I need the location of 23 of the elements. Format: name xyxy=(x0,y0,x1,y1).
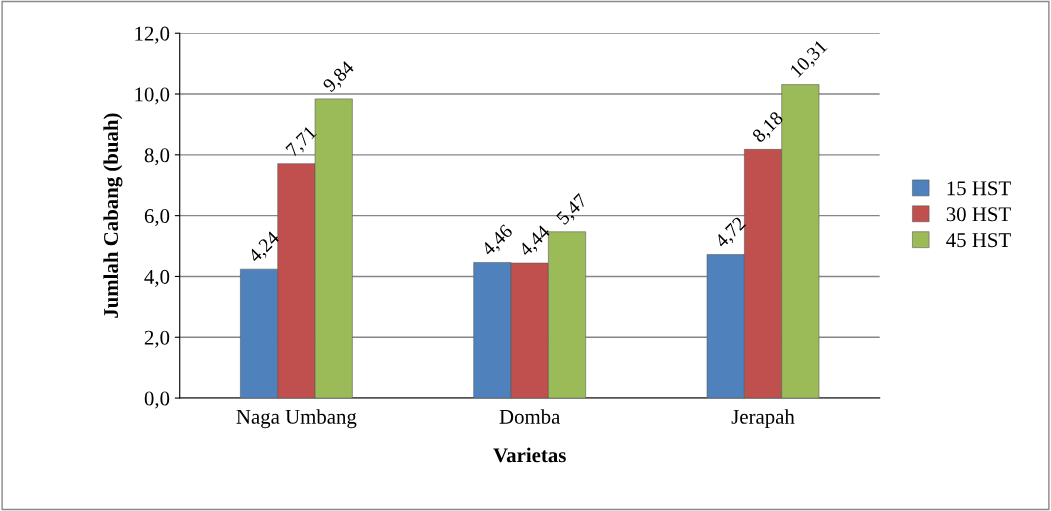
y-tick-label: 6,0 xyxy=(144,209,170,227)
data-label: 7,71 xyxy=(285,125,319,159)
data-label: 4,44 xyxy=(517,224,553,259)
data-label: 9,84 xyxy=(322,59,357,95)
data-label: 5,47 xyxy=(555,193,590,228)
x-tick-label: Naga Umbang xyxy=(236,409,357,429)
legend-label: 45 HST xyxy=(946,233,1011,248)
data-label: 4,72 xyxy=(713,216,749,251)
legend-label: 30 HST xyxy=(946,207,1011,222)
y-tick-label: 12,0 xyxy=(135,26,170,44)
y-tick-label: 0,0 xyxy=(144,391,170,409)
y-tick-label: 4,0 xyxy=(144,269,170,287)
data-label: 4,46 xyxy=(480,223,516,259)
legend-label: 15 HST xyxy=(947,181,1011,196)
x-tick-label: Jerapah xyxy=(731,409,795,429)
x-tick-label: Domba xyxy=(499,409,561,424)
y-axis-title: Jumlah Cabang (buah) xyxy=(103,113,123,318)
x-axis-title: Varietas xyxy=(493,447,566,463)
data-label: 4,24 xyxy=(247,230,283,266)
y-tick-label: 8,0 xyxy=(144,148,170,166)
data-label: 8,18 xyxy=(751,110,786,145)
y-tick-label: 2,0 xyxy=(144,330,170,348)
y-tick-label: 10,0 xyxy=(135,87,170,105)
